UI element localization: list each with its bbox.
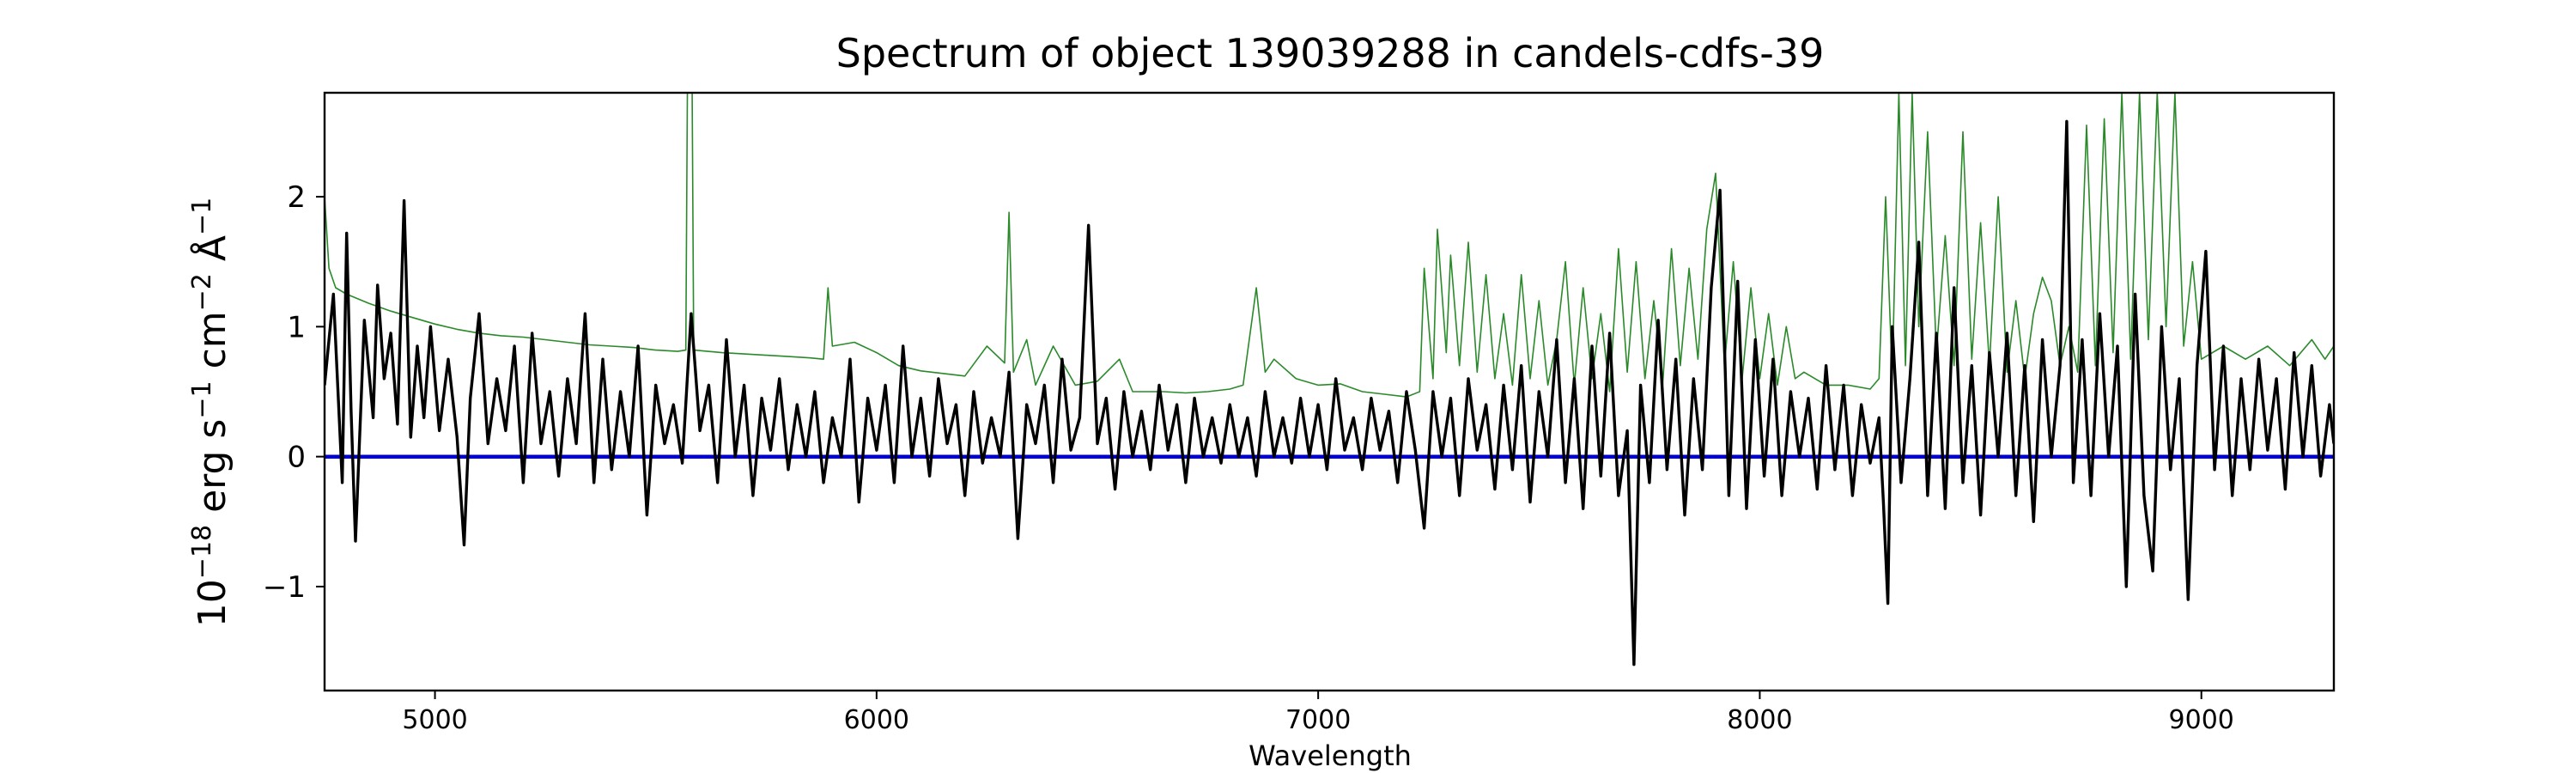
y-tick-label: 2 [287, 180, 306, 215]
y-label-exp2: −2 [187, 273, 217, 311]
chart-title: Spectrum of object 139039288 in candels-… [836, 30, 1825, 76]
y-label-exp1: −1 [187, 380, 217, 418]
flux-series-line [325, 119, 2334, 666]
y-tick-label: 0 [287, 441, 306, 475]
series-group [325, 93, 2334, 666]
y-tick-label: −1 [263, 570, 306, 605]
x-tick-label: 8000 [1727, 705, 1792, 735]
y-axis-label: 10−18 erg s−1 cm−2 Å−1 [187, 198, 235, 627]
axes-frame [323, 91, 2336, 692]
x-axis-label: Wavelength [1249, 740, 1412, 772]
x-tick-label: 9000 [2169, 705, 2234, 735]
y-label-base: 10 [191, 579, 234, 627]
x-tick-label: 7000 [1285, 705, 1351, 735]
y-tick-label: 1 [287, 310, 306, 344]
y-label-exp: −18 [187, 525, 217, 579]
y-label-exp3: −1 [187, 198, 217, 235]
plot-area: 5000 6000 7000 8000 9000 −1 0 1 2 [263, 91, 2336, 735]
y-label-unit3: Å [189, 235, 234, 273]
y-label-unit1: erg s [191, 419, 234, 525]
error-series-line [325, 93, 2334, 398]
x-tick-label: 6000 [844, 705, 909, 735]
x-tick-label: 5000 [402, 705, 467, 735]
y-label-unit2: cm [191, 311, 234, 380]
